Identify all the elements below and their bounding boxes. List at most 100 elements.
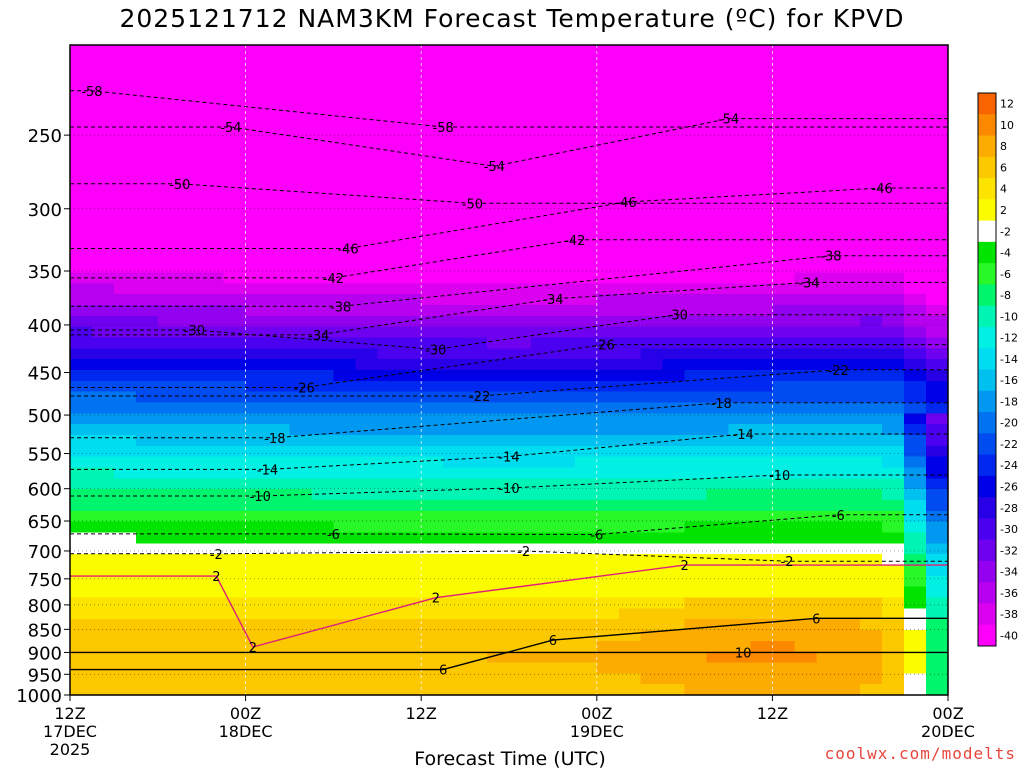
colorbar-label: -14 bbox=[1000, 353, 1018, 366]
y-tick-label: 300 bbox=[28, 200, 62, 221]
colorbar-label: -22 bbox=[1000, 438, 1018, 451]
isotherm-label: -14 bbox=[257, 463, 278, 478]
colorbar-label: -6 bbox=[1000, 268, 1011, 281]
colorbar-swatch bbox=[978, 475, 996, 498]
y-tick-label: 600 bbox=[28, 480, 62, 501]
isotherm-line bbox=[70, 281, 948, 336]
colorbar-label: -30 bbox=[1000, 523, 1018, 536]
credit-link[interactable]: coolwx.com/modelts bbox=[824, 744, 1016, 763]
isotherm-label: -30 bbox=[667, 309, 688, 324]
isotherm-label: 2 bbox=[680, 559, 688, 574]
colorbar-swatch bbox=[978, 156, 996, 179]
y-tick-label: 900 bbox=[28, 643, 62, 664]
isotherm-label: -54 bbox=[718, 113, 739, 128]
y-tick-label: 550 bbox=[28, 445, 62, 466]
colorbar-swatch bbox=[978, 560, 996, 583]
isotherm-label: -10 bbox=[498, 482, 519, 497]
isotherm-label: -10 bbox=[769, 469, 790, 484]
isotherm-label: -2 bbox=[517, 545, 530, 560]
isotherm-line bbox=[70, 314, 948, 350]
colorbar-label: -8 bbox=[1000, 289, 1011, 302]
isotherm-label: 2 bbox=[249, 641, 257, 656]
colorbar-label: 12 bbox=[1000, 98, 1014, 111]
y-tick-label: 400 bbox=[28, 316, 62, 337]
x-tick-label: 00Z bbox=[932, 704, 963, 723]
isotherm-label: -22 bbox=[828, 364, 849, 379]
isotherm-label: 10 bbox=[735, 646, 752, 661]
colorbar-swatch bbox=[978, 348, 996, 370]
colorbar-swatch bbox=[978, 412, 996, 434]
colorbar-label: -24 bbox=[1000, 459, 1018, 472]
y-tick-label: 250 bbox=[28, 126, 62, 147]
colorbar-swatch bbox=[978, 305, 996, 328]
y-tick-label: 650 bbox=[28, 512, 62, 533]
isotherm-label: -2 bbox=[781, 555, 794, 570]
colorbar-label: -20 bbox=[1000, 417, 1018, 430]
y-axis: 2503003504004505005506006507007508008509… bbox=[16, 126, 70, 707]
colorbar-label: -34 bbox=[1000, 566, 1018, 579]
isotherm-label: -54 bbox=[220, 121, 241, 136]
isotherm-label: -26 bbox=[593, 339, 614, 354]
x-tick-label: 12Z bbox=[406, 704, 437, 723]
isotherm-label: -46 bbox=[872, 182, 893, 197]
colorbar-label: -4 bbox=[1000, 247, 1011, 260]
colorbar-label: -12 bbox=[1000, 332, 1018, 345]
isotherm-label: -42 bbox=[564, 234, 585, 249]
colorbar-swatch bbox=[978, 603, 996, 626]
colorbar-swatch bbox=[978, 263, 996, 285]
y-tick-label: 450 bbox=[28, 364, 62, 385]
isotherm-label: -10 bbox=[250, 490, 271, 505]
isotherm-labels: -58-58-54-54-54-50-50-46-46-46-42-42-38-… bbox=[81, 85, 892, 679]
colorbar-swatch bbox=[978, 497, 996, 519]
x-tick-label: 2025 bbox=[50, 740, 91, 759]
x-tick-label: 17DEC bbox=[43, 722, 97, 741]
isotherm-label: -34 bbox=[542, 293, 563, 308]
isotherm-line bbox=[70, 369, 948, 397]
y-tick-label: 700 bbox=[28, 542, 62, 563]
isotherm-line bbox=[70, 187, 948, 249]
x-tick-label: 20DEC bbox=[921, 722, 975, 741]
isotherm-label: -6 bbox=[327, 528, 340, 543]
colorbar-label: 6 bbox=[1000, 161, 1007, 174]
colorbar-swatch bbox=[978, 326, 996, 349]
colorbar-swatch bbox=[978, 539, 996, 562]
x-tick-label: 18DEC bbox=[219, 722, 273, 741]
colorbar-swatch bbox=[978, 369, 996, 392]
isotherm-label: -38 bbox=[330, 300, 351, 315]
colorbar-label: -36 bbox=[1000, 587, 1018, 600]
isotherm-label: -34 bbox=[308, 329, 329, 344]
isotherm-label: -58 bbox=[81, 85, 102, 100]
isotherm-label: -30 bbox=[425, 343, 446, 358]
colorbar-swatch bbox=[978, 93, 996, 115]
chart-title: 2025121712 NAM3KM Forecast Temperature (… bbox=[119, 4, 905, 33]
isotherm-label: -46 bbox=[337, 242, 358, 257]
colorbar-swatch bbox=[978, 284, 996, 307]
colorbar-label: -26 bbox=[1000, 480, 1018, 493]
isotherm-line bbox=[70, 433, 948, 470]
colorbar-label: 8 bbox=[1000, 140, 1007, 153]
isotherm-label: -14 bbox=[733, 428, 754, 443]
colorbar-label: 10 bbox=[1000, 119, 1014, 132]
colorbar-swatch bbox=[978, 390, 996, 413]
y-tick-label: 350 bbox=[28, 262, 62, 283]
colorbar-swatch bbox=[978, 114, 996, 137]
isotherm-line bbox=[70, 564, 948, 648]
colorbar-swatch bbox=[978, 135, 996, 158]
isotherm-label: -18 bbox=[711, 397, 732, 412]
isotherm-line bbox=[70, 90, 948, 128]
x-axis-title: Forecast Time (UTC) bbox=[414, 748, 605, 768]
y-tick-label: 950 bbox=[28, 665, 62, 686]
colorbar-swatch bbox=[978, 178, 996, 200]
colorbar-label: -28 bbox=[1000, 502, 1018, 515]
isotherm-label: -6 bbox=[590, 528, 603, 543]
isotherm-line bbox=[70, 183, 948, 204]
plot-area bbox=[70, 45, 948, 695]
colorbar-label: 2 bbox=[1000, 204, 1007, 217]
colorbar-label: -18 bbox=[1000, 395, 1018, 408]
y-tick-label: 850 bbox=[28, 620, 62, 641]
isotherm-label: -38 bbox=[820, 250, 841, 265]
colorbar-swatch bbox=[978, 433, 996, 456]
x-tick-label: 12Z bbox=[54, 704, 85, 723]
